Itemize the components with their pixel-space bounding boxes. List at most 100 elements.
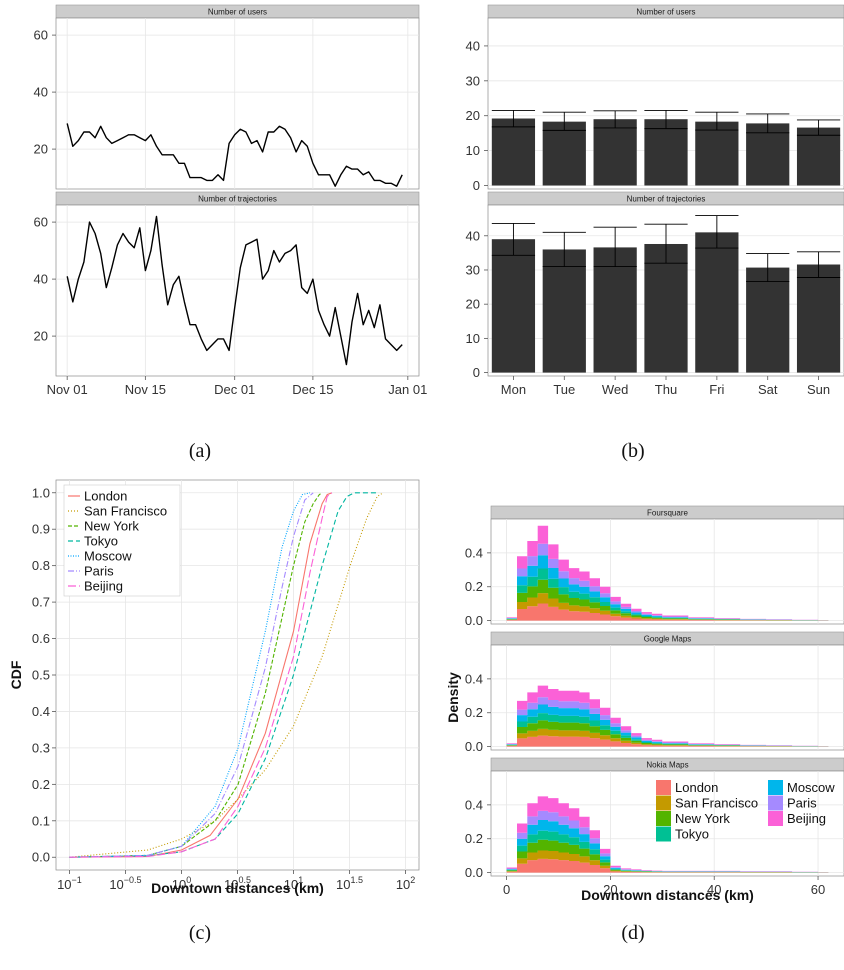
a-facet-0-strip-title: Number of users bbox=[208, 8, 267, 17]
c-series-line-0 bbox=[69, 492, 333, 858]
a-xtick-label-3: Dec 15 bbox=[292, 382, 333, 397]
d-legend-key-6 bbox=[768, 811, 783, 826]
c-series-line-5 bbox=[69, 492, 314, 858]
c-xtick-label-2: 100 bbox=[172, 875, 191, 892]
c-xaxis-title: Downtown distances (km) bbox=[151, 880, 324, 896]
d-facet-0-area-0 bbox=[506, 603, 829, 621]
d-facet-0-area-3 bbox=[506, 568, 829, 621]
b-facet-1-ytick-label-3: 30 bbox=[466, 262, 480, 277]
a-facet-1-strip: Number of trajectories bbox=[55, 191, 420, 206]
b-facet-0-bar-3 bbox=[644, 119, 688, 186]
d-legend-label-0: London bbox=[675, 780, 718, 795]
d-facet-0-strip-title: Foursquare bbox=[647, 509, 688, 518]
b-facet-0-ytick-label-4: 40 bbox=[466, 38, 480, 53]
c-series-line-1 bbox=[69, 492, 384, 858]
d-facet-2-area-1 bbox=[506, 850, 829, 873]
b-facet-1-bar-5 bbox=[746, 267, 790, 373]
d-legend-key-2 bbox=[656, 811, 671, 826]
b-facet-1-bar-2 bbox=[593, 247, 637, 373]
c-xtick-label-1: 10−0.5 bbox=[109, 875, 141, 892]
b-facet-1-bar-0 bbox=[491, 239, 536, 373]
d-facet-0-area-1 bbox=[506, 593, 829, 621]
d-xtick-label-3: 60 bbox=[811, 882, 825, 897]
c-xtick-label-4: 101 bbox=[284, 875, 303, 892]
c-ytick-label-10: 1.0 bbox=[32, 485, 50, 500]
b-xtick-label-0: Mon bbox=[501, 382, 526, 397]
d-legend-key-4 bbox=[768, 780, 783, 795]
b-facet-1-ytick-label-4: 40 bbox=[466, 228, 480, 243]
c-ytick-label-0: 0.0 bbox=[32, 850, 50, 865]
c-legend-label-5: Paris bbox=[84, 564, 114, 579]
c-series-line-6 bbox=[69, 492, 333, 858]
d-facet-0-ytick-label-0: 0.0 bbox=[465, 613, 483, 628]
d-facet-1-ytick-label-2: 0.4 bbox=[465, 671, 483, 686]
d-legend-key-1 bbox=[656, 795, 671, 811]
d-facet-2-ytick-label-2: 0.4 bbox=[465, 797, 483, 812]
d-facet-1-ytick-label-0: 0.0 bbox=[465, 739, 483, 754]
c-legend-box bbox=[63, 484, 181, 597]
d-legend-label-4: Moscow bbox=[787, 780, 835, 795]
b-facet-0-bar-5 bbox=[746, 123, 790, 186]
c-ytick-label-4: 0.4 bbox=[32, 704, 50, 719]
a-facet-0-strip: Number of users bbox=[55, 4, 420, 19]
d-legend-label-3: Tokyo bbox=[675, 827, 709, 842]
d-facet-0-area-6 bbox=[506, 525, 829, 621]
d-xtick-label-0: 0 bbox=[503, 882, 510, 897]
b-facet-0-bar-4 bbox=[695, 121, 739, 186]
d-facet-2-area-6 bbox=[506, 796, 829, 873]
b-facet-1-ytick-label-2: 20 bbox=[466, 297, 480, 312]
b-facet-1-ytick-label-0: 0 bbox=[473, 365, 480, 380]
b-facet-0-bar-6 bbox=[796, 127, 841, 186]
d-facet-0-area-5 bbox=[506, 543, 829, 621]
a-facet-1-ytick-label-1: 40 bbox=[34, 272, 48, 287]
d-xaxis-title: Downtown distances (km) bbox=[581, 887, 754, 903]
d-legend-label-2: New York bbox=[675, 811, 730, 826]
b-xtick-label-5: Sat bbox=[758, 382, 778, 397]
b-facet-0-ytick-label-2: 20 bbox=[466, 108, 480, 123]
d-xtick-label-1: 20 bbox=[603, 882, 617, 897]
c-ytick-label-3: 0.3 bbox=[32, 740, 50, 755]
b-facet-0-bar-2 bbox=[593, 119, 637, 186]
d-facet-1-area-5 bbox=[506, 697, 829, 747]
caption-a: (a) bbox=[188, 440, 212, 462]
b-facet-0-bar-1 bbox=[542, 121, 586, 186]
c-ytick-label-7: 0.7 bbox=[32, 595, 50, 610]
d-facet-0-area-4 bbox=[506, 555, 829, 621]
a-xtick-label-4: Jan 01 bbox=[388, 382, 427, 397]
c-legend-label-2: New York bbox=[84, 519, 139, 534]
c-series-line-4 bbox=[69, 492, 311, 858]
c-ytick-label-5: 0.5 bbox=[32, 668, 50, 683]
d-facet-2-strip-title: Nokia Maps bbox=[646, 761, 688, 770]
c-ytick-label-9: 0.9 bbox=[32, 522, 50, 537]
d-facet-0-ytick-label-2: 0.4 bbox=[465, 545, 483, 560]
d-facet-0-area-2 bbox=[506, 579, 829, 621]
a-facet-0-series-line bbox=[66, 123, 403, 187]
caption-b: (b) bbox=[621, 440, 645, 462]
d-facet-2-area-3 bbox=[506, 830, 829, 873]
a-xtick-label-1: Nov 15 bbox=[125, 382, 166, 397]
d-facet-2-area-0 bbox=[506, 858, 829, 873]
caption-d: (d) bbox=[621, 922, 645, 944]
d-legend-label-6: Beijing bbox=[787, 811, 826, 826]
c-ytick-label-6: 0.6 bbox=[32, 631, 50, 646]
b-xtick-label-6: Sun bbox=[807, 382, 830, 397]
b-facet-1-bar-3 bbox=[644, 243, 688, 373]
c-legend-label-1: San Francisco bbox=[84, 504, 167, 519]
d-facet-1-strip: Google Maps bbox=[490, 631, 844, 646]
d-facet-1-area-0 bbox=[506, 735, 829, 747]
b-facet-0-bar-0 bbox=[491, 118, 536, 186]
a-facet-0-ytick-label-1: 40 bbox=[34, 85, 48, 100]
c-yaxis-title: CDF bbox=[8, 660, 24, 689]
d-facet-2-area-5 bbox=[506, 810, 829, 873]
a-facet-0-ytick-label-2: 60 bbox=[34, 28, 48, 43]
b-facet-1-bar-6 bbox=[796, 264, 841, 373]
d-facet-2-area-2 bbox=[506, 839, 829, 873]
b-facet-0-ytick-label-3: 30 bbox=[466, 73, 480, 88]
a-facet-1-ytick-label-2: 60 bbox=[34, 215, 48, 230]
d-legend-label-1: San Francisco bbox=[675, 796, 758, 811]
c-ytick-label-8: 0.8 bbox=[32, 558, 50, 573]
d-facet-1-area-4 bbox=[506, 704, 829, 747]
d-facet-1-area-2 bbox=[506, 720, 829, 747]
d-legend-label-5: Paris bbox=[787, 796, 817, 811]
a-facet-1-strip-title: Number of trajectories bbox=[198, 195, 277, 204]
